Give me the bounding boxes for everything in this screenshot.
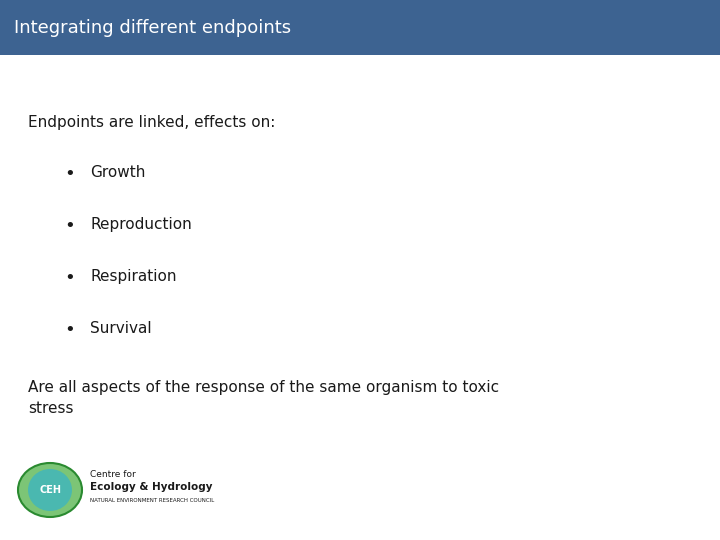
Text: Integrating different endpoints: Integrating different endpoints	[14, 18, 291, 37]
Text: Growth: Growth	[90, 165, 145, 180]
Text: Respiration: Respiration	[90, 269, 176, 284]
Text: Are all aspects of the response of the same organism to toxic
stress: Are all aspects of the response of the s…	[28, 380, 499, 416]
Text: •: •	[65, 269, 76, 287]
Text: NATURAL ENVIRONMENT RESEARCH COUNCIL: NATURAL ENVIRONMENT RESEARCH COUNCIL	[90, 498, 215, 503]
Text: •: •	[65, 321, 76, 339]
Ellipse shape	[18, 463, 82, 517]
Bar	[0, 0, 720, 55]
Text: CEH: CEH	[39, 485, 61, 495]
Text: •: •	[65, 165, 76, 183]
Text: Endpoints are linked, effects on:: Endpoints are linked, effects on:	[28, 115, 275, 130]
Text: Survival: Survival	[90, 321, 152, 336]
Text: •: •	[65, 217, 76, 235]
Text: Ecology & Hydrology: Ecology & Hydrology	[90, 482, 212, 492]
Text: Centre for: Centre for	[90, 470, 136, 479]
Ellipse shape	[28, 469, 72, 511]
Text: Reproduction: Reproduction	[90, 217, 192, 232]
